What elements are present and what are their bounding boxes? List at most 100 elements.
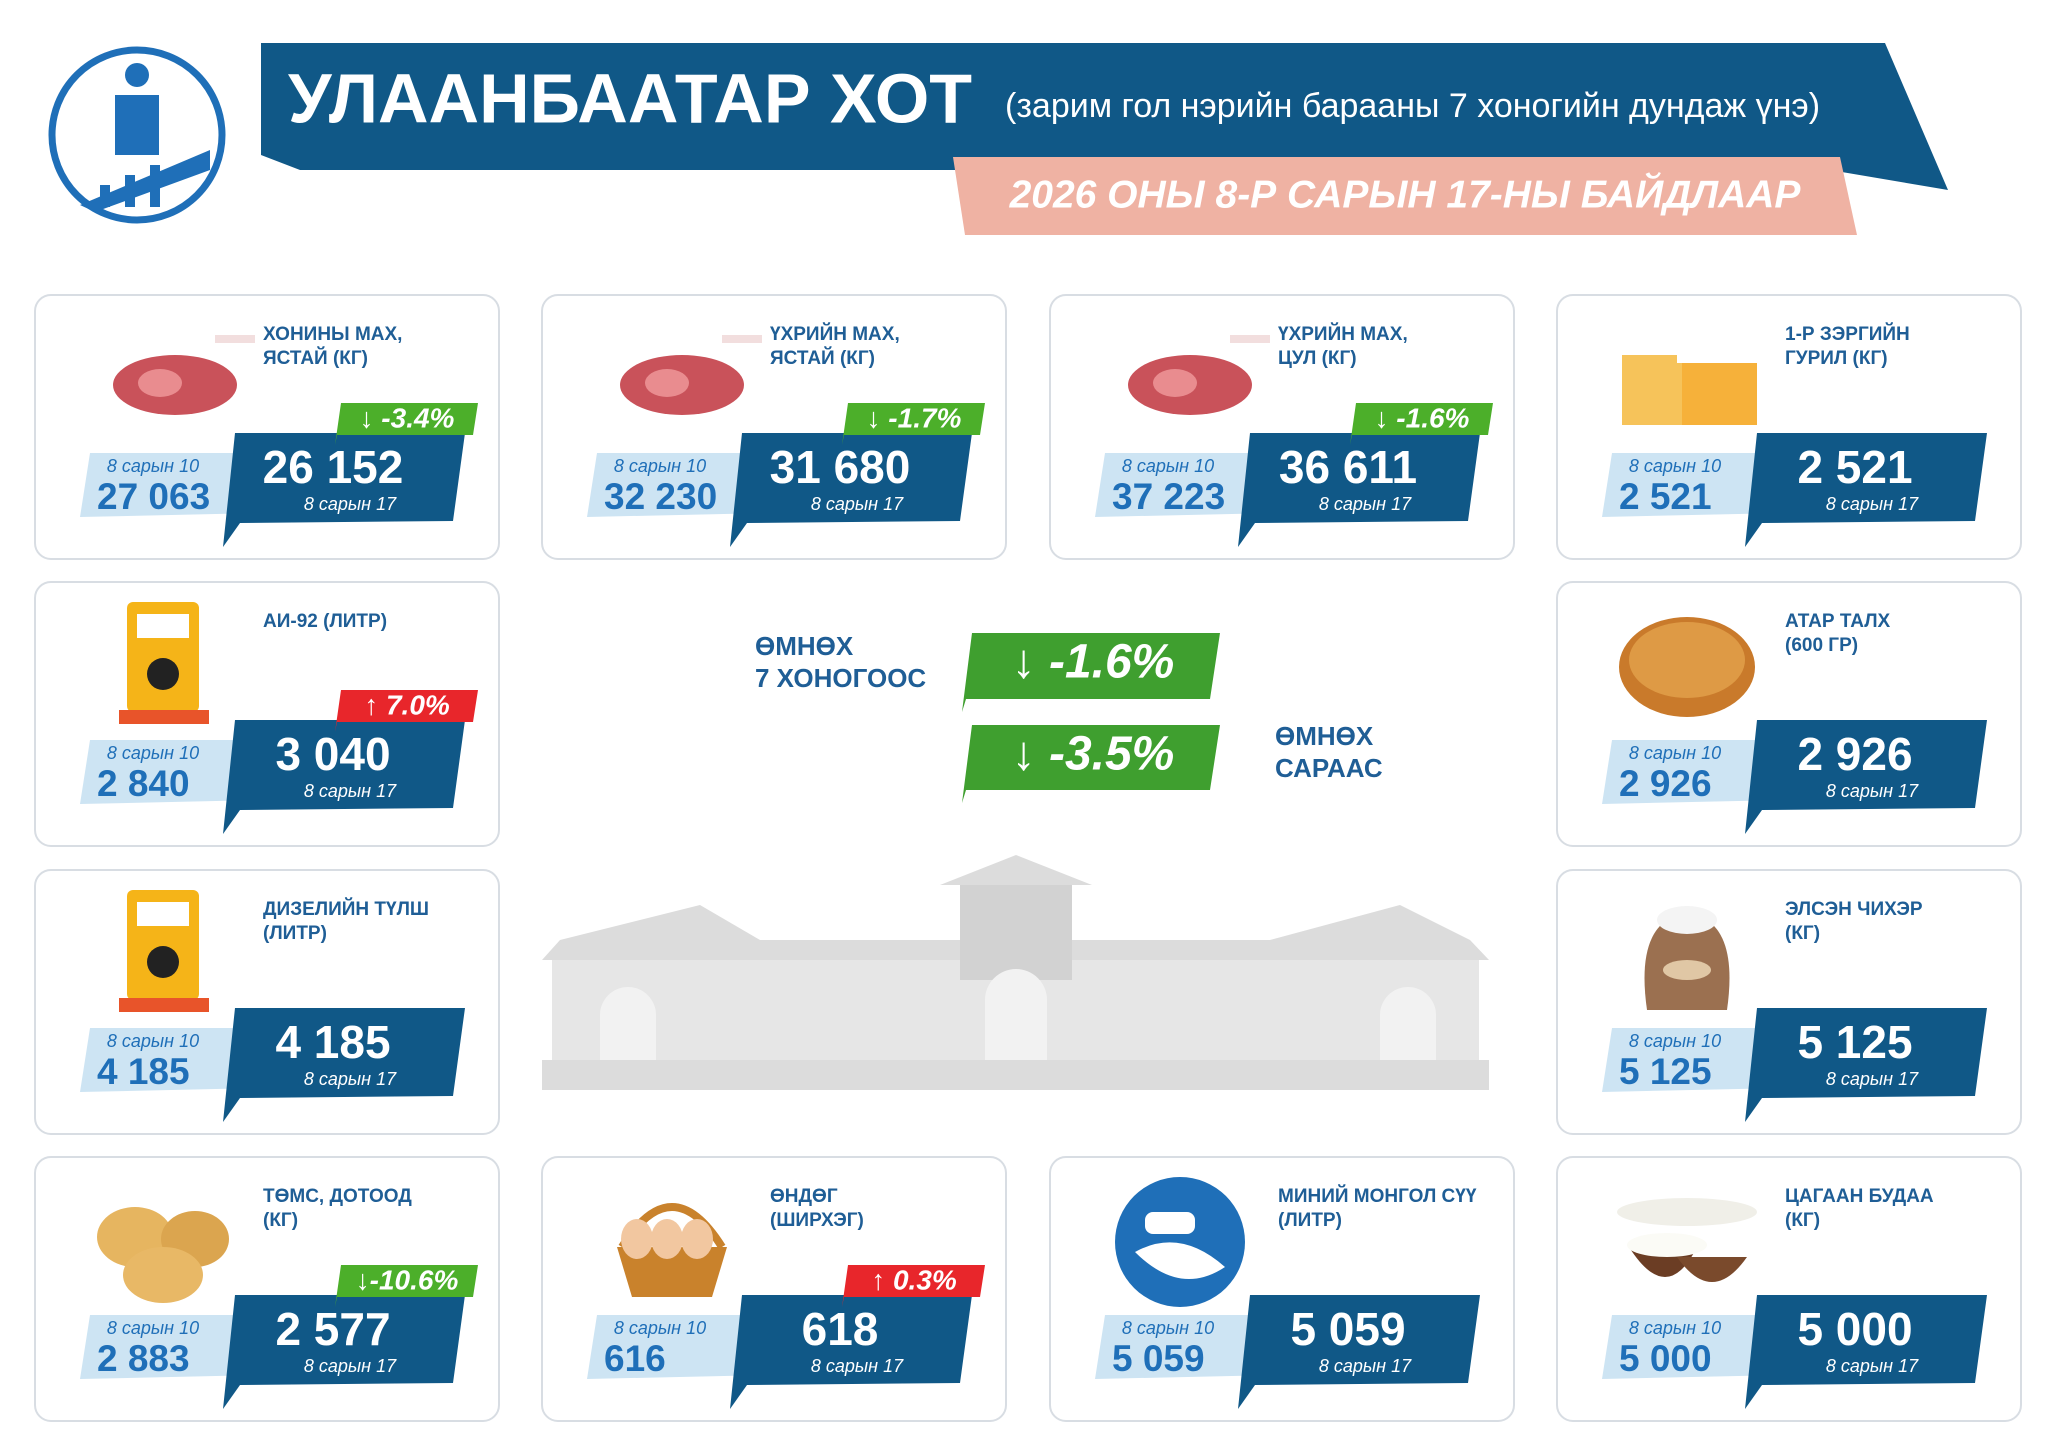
curr-value: 2 521	[1797, 441, 1912, 493]
logo	[48, 46, 226, 224]
icon	[1677, 335, 1757, 363]
curr-value: 5 000	[1797, 1303, 1912, 1355]
prev-value: 32 230	[604, 476, 717, 517]
curr-date: 8 сарын 17	[1826, 1069, 1919, 1089]
curr-value: 2 577	[275, 1303, 390, 1355]
item-name: МИНИЙ МОНГОЛ СҮҮ	[1278, 1185, 1477, 1207]
curr-box	[730, 1295, 972, 1409]
item-name: ХОНИНЫ МАХ,	[263, 324, 402, 345]
curr-box	[223, 720, 465, 834]
prev-date: 8 сарын 10	[107, 1318, 199, 1338]
change-badge	[1350, 403, 1493, 445]
icon	[1629, 622, 1745, 698]
curr-box	[730, 433, 972, 547]
curr-date: 8 сарын 17	[304, 1356, 397, 1376]
prev-box	[1095, 453, 1282, 517]
month-change-box	[962, 725, 1220, 803]
title: УЛААНБААТАР ХОТ	[288, 59, 972, 137]
prev-date: 8 сарын 10	[107, 743, 199, 763]
curr-box	[1238, 433, 1480, 547]
prev-value: 2 521	[1619, 476, 1712, 517]
icon	[621, 1219, 653, 1259]
item-name: ГУРИЛ (КГ)	[1785, 348, 1888, 369]
item-name: ЭЛСЭН ЧИХЭР	[1785, 899, 1923, 920]
change: ↓ -3.4%	[360, 402, 455, 433]
change: ↓ -1.7%	[867, 402, 962, 433]
icon	[1135, 1242, 1225, 1279]
prev-value: 5 125	[1619, 1051, 1712, 1092]
item-name: (ЛИТР)	[1278, 1210, 1342, 1231]
prev-date: 8 сарын 10	[1629, 1031, 1721, 1051]
prev-date: 8 сарын 10	[1122, 456, 1214, 476]
item-name: (ЛИТР)	[263, 923, 327, 944]
item-name: (КГ)	[1785, 1210, 1820, 1231]
icon	[1230, 335, 1270, 343]
curr-date: 8 сарын 17	[1826, 1356, 1919, 1376]
item-name: ЦАГААН БУДАА	[1785, 1186, 1934, 1207]
prev-date: 8 сарын 10	[1629, 456, 1721, 476]
prev-box	[80, 1315, 267, 1379]
icon	[1627, 1233, 1707, 1257]
curr-box	[223, 433, 465, 547]
subtitle: (зарим гол нэрийн барааны 7 хоногийн дун…	[1005, 87, 1820, 125]
item-name: ҮХРИЙН МАХ,	[1278, 323, 1408, 345]
change: ↓ -1.6%	[1375, 402, 1470, 433]
icon	[617, 1247, 727, 1297]
prev-date: 8 сарын 10	[1629, 1318, 1721, 1338]
curr-date: 8 сарын 17	[1826, 494, 1919, 514]
curr-value: 26 152	[263, 441, 404, 493]
prev-value: 616	[604, 1338, 666, 1379]
icon	[138, 369, 182, 397]
prev-date: 8 сарын 10	[1122, 1318, 1214, 1338]
curr-value: 5 059	[1290, 1303, 1405, 1355]
date: 2026 ОНЫ 8-Р САРЫН 17-НЫ БАЙДЛААР	[1009, 171, 1802, 216]
item-name: ЯСТАЙ (КГ)	[770, 347, 875, 369]
icon	[1145, 1212, 1195, 1234]
curr-value: 5 125	[1797, 1016, 1912, 1068]
prev-date: 8 сарын 10	[614, 456, 706, 476]
prev-box	[587, 1315, 774, 1379]
change: ↓-10.6%	[356, 1264, 459, 1295]
item-name: ӨНДӨГ	[770, 1186, 838, 1207]
icon	[651, 1219, 683, 1259]
curr-date: 8 сарын 17	[811, 494, 904, 514]
prev-value: 37 223	[1112, 476, 1225, 517]
week-label: 7 ХОНОГООС	[755, 663, 926, 693]
curr-box	[223, 1295, 465, 1409]
curr-box	[1745, 433, 1987, 547]
item-name: (ШИРХЭГ)	[770, 1210, 864, 1231]
item-name: 1-Р ЗЭРГИЙН	[1785, 323, 1910, 345]
prev-box	[1602, 740, 1789, 804]
change-badge	[335, 1265, 478, 1307]
icon	[1153, 369, 1197, 397]
month-label: ӨМНӨХ	[1275, 721, 1374, 751]
prev-box	[1602, 453, 1789, 517]
building	[542, 855, 1489, 1090]
curr-date: 8 сарын 17	[1826, 781, 1919, 801]
icon	[137, 902, 189, 926]
item-name: ЦУЛ (КГ)	[1278, 348, 1357, 369]
icon	[215, 335, 255, 343]
icon	[147, 946, 179, 978]
icon	[1657, 906, 1717, 934]
prev-box	[80, 453, 267, 517]
prev-value: 2 840	[97, 763, 190, 804]
date-banner	[953, 157, 1857, 235]
icon	[1677, 1257, 1747, 1282]
prev-value: 5 000	[1619, 1338, 1712, 1379]
prev-date: 8 сарын 10	[614, 1318, 706, 1338]
curr-date: 8 сарын 17	[1319, 1356, 1412, 1376]
item-name: АИ-92 (ЛИТР)	[263, 611, 387, 632]
icon	[123, 1247, 203, 1303]
month-label: САРААС	[1275, 753, 1383, 783]
change-badge	[335, 690, 478, 732]
icon	[1115, 1177, 1245, 1307]
curr-box	[1745, 1295, 1987, 1409]
